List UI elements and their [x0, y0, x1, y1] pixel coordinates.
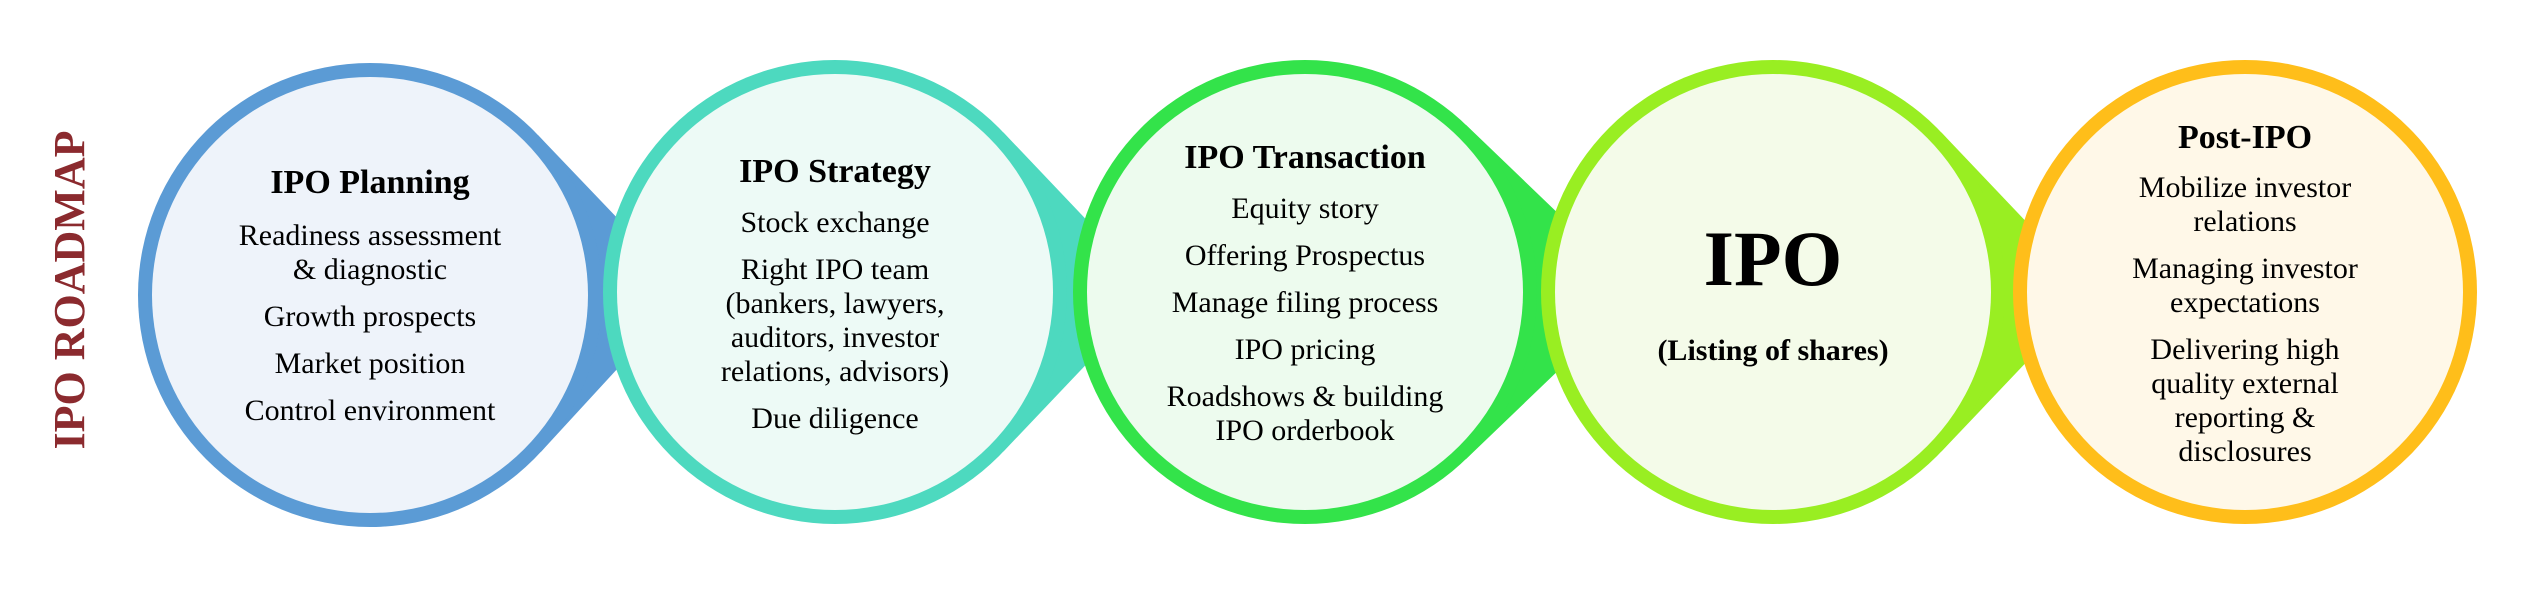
step-disc-4 — [1555, 74, 1991, 510]
step-item: IPO pricing — [1235, 333, 1376, 366]
step-item: Stock exchange — [740, 206, 929, 239]
side-title: IPO ROADMAP — [45, 131, 94, 450]
step-disc-5 — [2027, 74, 2463, 510]
text-layer: IPO Planning Readiness assessment & diagno… — [239, 119, 2358, 468]
step-item: Right IPO team (bankers, lawyers, auditors… — [721, 253, 949, 388]
step-item: Delivering high quality external reporting… — [2150, 333, 2339, 468]
step-shape-3 — [1073, 60, 1640, 524]
step-text-2: IPO Strategy Stock exchange Right IPO team… — [721, 153, 949, 435]
step-disc-3 — [1087, 74, 1523, 510]
step-title: IPO Transaction — [1184, 139, 1426, 176]
step-text-4: IPO (Listing of shares) — [1657, 215, 1888, 367]
step-item: Offering Prospectus — [1185, 239, 1425, 272]
step-item: Readiness assessment & diagnostic — [239, 219, 502, 286]
step-item: Due diligence — [751, 402, 918, 435]
step-shape-1 — [138, 63, 688, 527]
step-item: Manage filing process — [1172, 286, 1439, 319]
step-title: IPO — [1704, 215, 1843, 302]
step-item: Managing investor expectations — [2132, 252, 2358, 319]
step-disc-1 — [152, 77, 588, 513]
step-item: Market position — [275, 347, 466, 380]
step-disc-2 — [617, 74, 1053, 510]
step-item: Mobilize investor relations — [2139, 171, 2351, 238]
step-item: Control environment — [245, 394, 496, 427]
step-item: Growth prospects — [264, 300, 476, 333]
step-text-5: Post-IPO Mobilize investor relations Managi… — [2132, 119, 2358, 468]
step-text-1: IPO Planning Readiness assessment & diagno… — [239, 164, 502, 427]
step-item: Equity story — [1231, 192, 1379, 225]
step-title: Post-IPO — [2178, 119, 2312, 156]
step-text-3: IPO Transaction Equity story Offering Pros… — [1167, 139, 1444, 447]
step-subtitle: (Listing of shares) — [1657, 334, 1888, 367]
shapes-layer — [138, 60, 2477, 527]
step-shape-5 — [2013, 60, 2477, 524]
step-title: IPO Planning — [270, 164, 469, 201]
step-title: IPO Strategy — [739, 153, 931, 190]
step-item: Roadshows & building IPO orderbook — [1167, 380, 1444, 447]
